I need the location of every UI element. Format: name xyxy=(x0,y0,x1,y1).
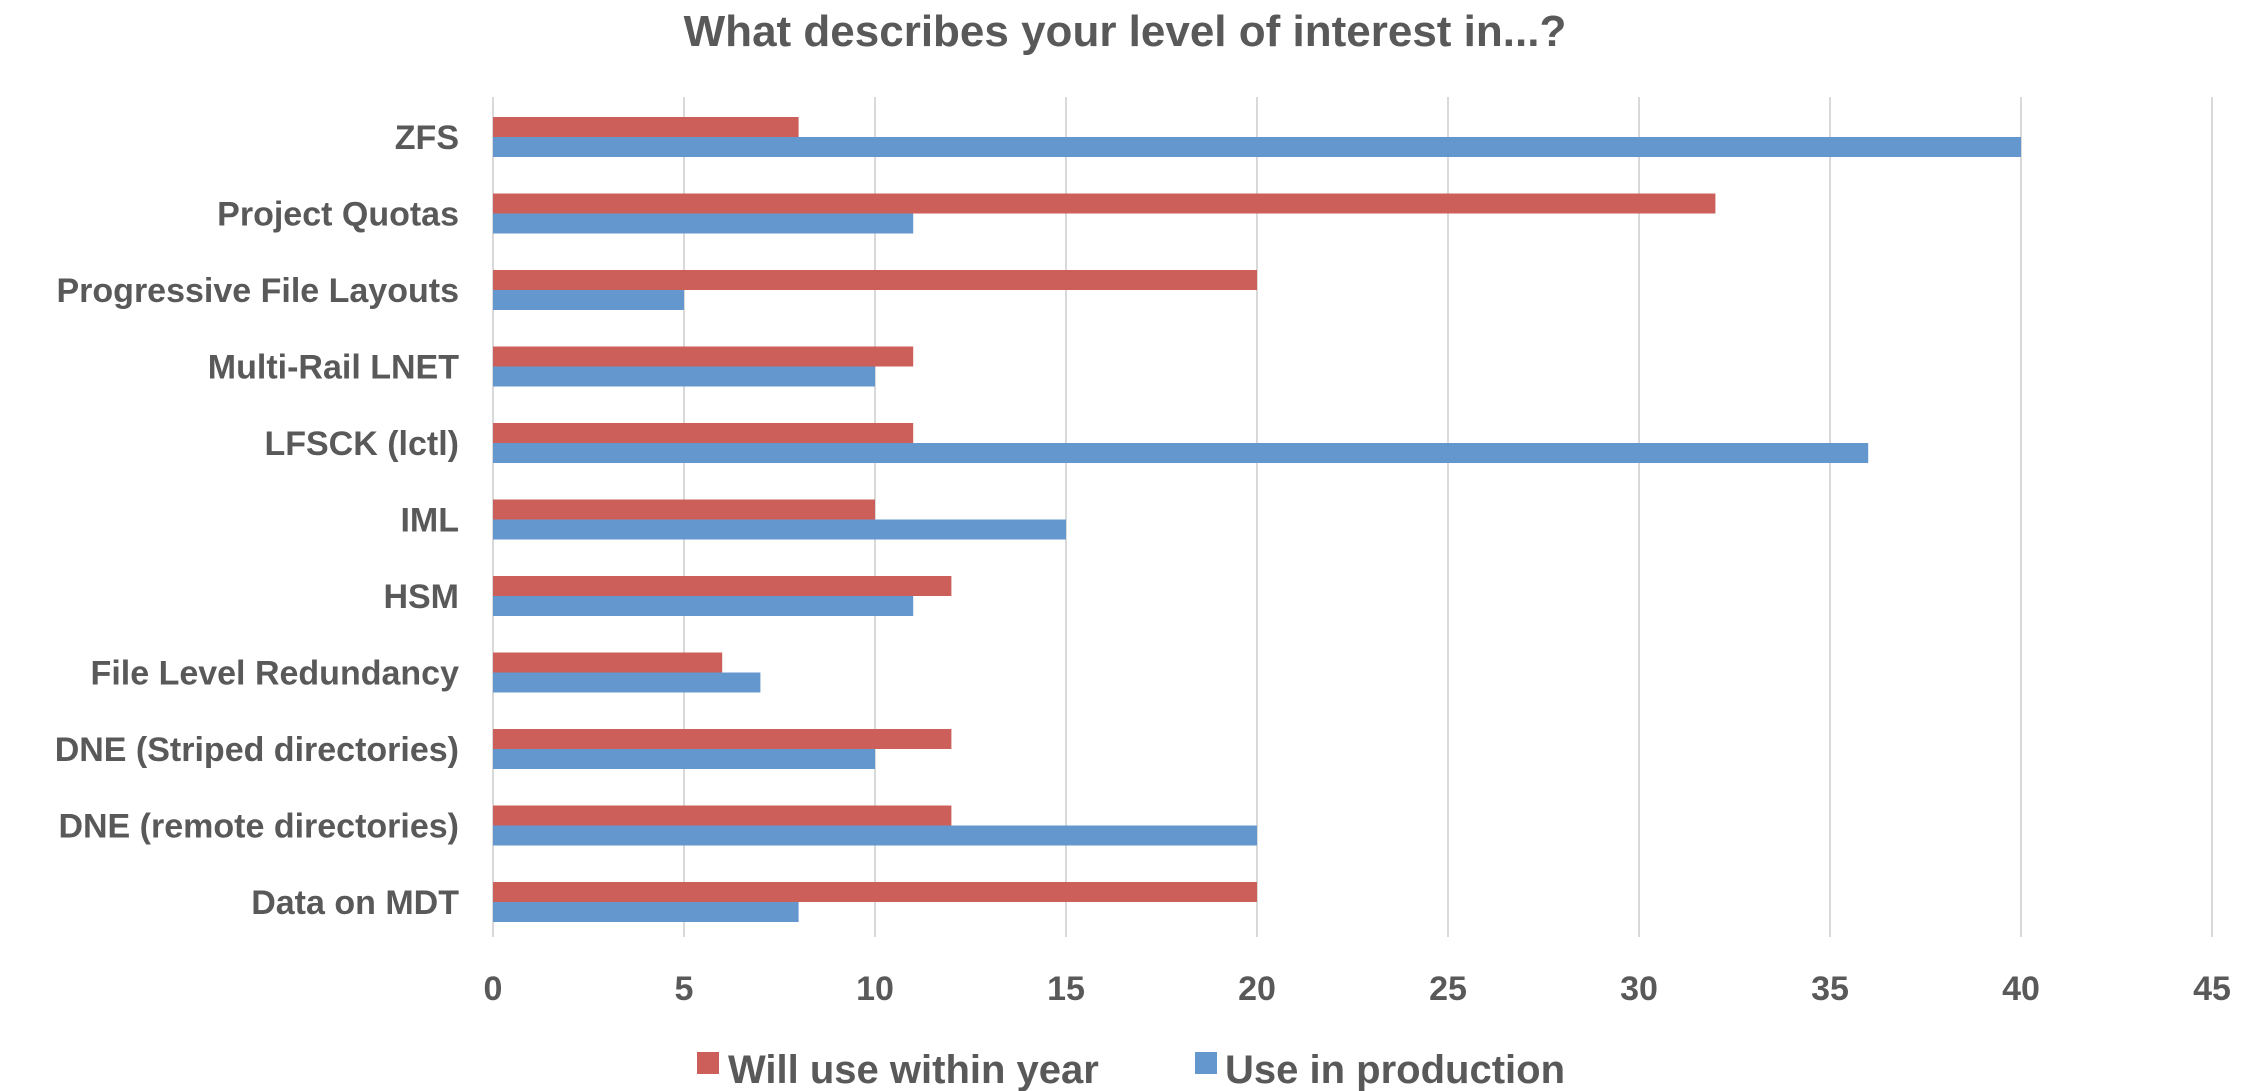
chart-title: What describes your level of interest in… xyxy=(684,7,1567,56)
category-label: IML xyxy=(400,502,459,540)
bar-will-use-within-year xyxy=(493,270,1257,290)
bar-will-use-within-year xyxy=(493,576,952,596)
x-tick-label: 35 xyxy=(1811,970,1849,1008)
x-tick-label: 10 xyxy=(856,970,894,1008)
x-tick-label: 15 xyxy=(1047,970,1085,1008)
bar-will-use-within-year xyxy=(493,423,914,443)
category-label: Progressive File Layouts xyxy=(57,272,460,310)
bar-will-use-within-year xyxy=(493,882,1257,902)
bar-use-in-production xyxy=(493,443,1869,463)
x-tick-label: 40 xyxy=(2002,970,2040,1008)
gridlines xyxy=(492,97,2213,937)
bar-use-in-production xyxy=(493,672,761,693)
x-tick-label: 0 xyxy=(484,970,503,1008)
category-label: ZFS xyxy=(395,119,459,157)
bar-will-use-within-year xyxy=(493,346,914,367)
category-labels: ZFS Project Quotas Progressive File Layout… xyxy=(55,119,460,922)
bar-will-use-within-year xyxy=(493,729,952,749)
category-label: Multi-Rail LNET xyxy=(208,349,459,387)
bars xyxy=(493,117,2021,922)
category-label: Project Quotas xyxy=(217,196,459,234)
legend: Will use within year Use in production xyxy=(697,1048,1565,1091)
category-label: File Level Redundancy xyxy=(91,655,460,693)
bar-use-in-production xyxy=(493,902,799,922)
legend-swatch xyxy=(1195,1052,1217,1074)
x-axis-ticks: 0 5 10 15 20 25 30 35 40 45 xyxy=(484,970,2231,1008)
x-tick-label: 20 xyxy=(1238,970,1276,1008)
bar-use-in-production xyxy=(493,213,914,234)
bar-will-use-within-year xyxy=(493,499,875,520)
bar-use-in-production xyxy=(493,290,684,310)
bar-use-in-production xyxy=(493,596,914,616)
x-tick-label: 5 xyxy=(675,970,694,1008)
bar-use-in-production xyxy=(493,137,2021,157)
legend-swatch xyxy=(697,1052,719,1074)
category-label: HSM xyxy=(383,578,459,616)
bar-will-use-within-year xyxy=(493,652,723,673)
x-tick-label: 25 xyxy=(1429,970,1467,1008)
category-label: DNE (remote directories) xyxy=(58,808,459,846)
x-tick-label: 30 xyxy=(1620,970,1658,1008)
bar-will-use-within-year xyxy=(493,193,1716,214)
bar-use-in-production xyxy=(493,825,1257,846)
x-tick-label: 45 xyxy=(2193,970,2231,1008)
category-label: Data on MDT xyxy=(251,884,459,922)
bar-use-in-production xyxy=(493,519,1066,540)
legend-label: Will use within year xyxy=(728,1048,1099,1091)
category-label: DNE (Striped directories) xyxy=(55,731,459,769)
bar-use-in-production xyxy=(493,366,875,387)
category-label: LFSCK (lctl) xyxy=(264,425,459,463)
legend-label: Use in production xyxy=(1225,1048,1565,1091)
bar-will-use-within-year xyxy=(493,805,952,826)
bar-will-use-within-year xyxy=(493,117,799,137)
bar-use-in-production xyxy=(493,749,875,769)
